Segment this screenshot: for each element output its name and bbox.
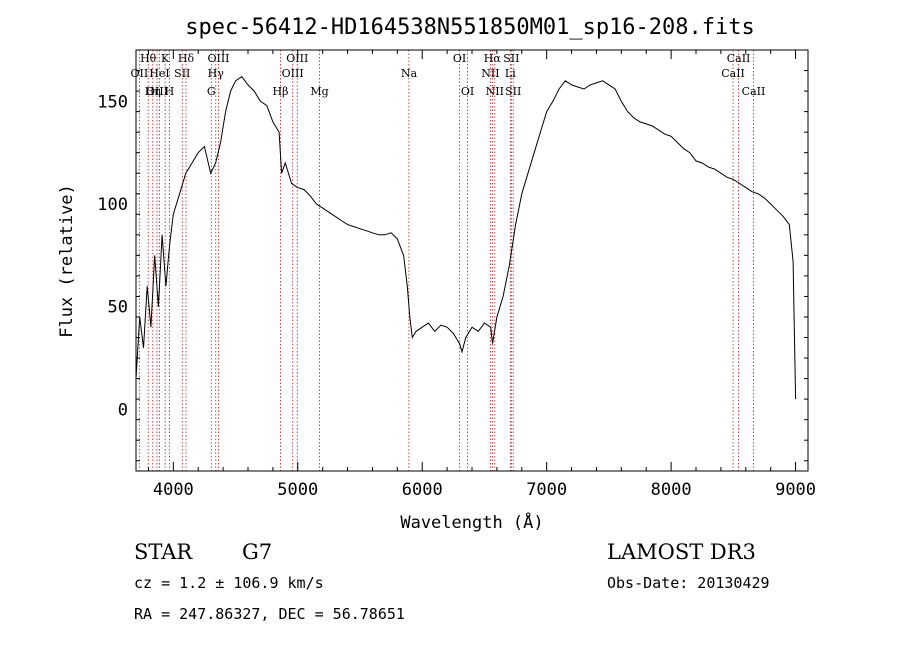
line-marker-label: OI (453, 52, 466, 65)
x-axis-label: Wavelength (Å) (400, 511, 543, 533)
redshift-velocity: cz = 1.2 ± 106.9 km/s (134, 574, 324, 592)
y-tick-label: 50 (108, 298, 128, 318)
x-axis-ticks: 4000 5000 6000 7000 8000 9000 (147, 50, 816, 500)
line-marker-label: Hδ (178, 52, 195, 65)
x-tick-label: 4000 (153, 480, 194, 500)
y-tick-label: 100 (97, 195, 128, 215)
line-marker-label: Hη (145, 85, 161, 98)
x-tick-label: 9000 (775, 480, 816, 500)
coordinates: RA = 247.86327, DEC = 56.78651 (134, 605, 405, 623)
line-marker-label: K (161, 52, 170, 65)
line-marker-label: Hα (484, 52, 502, 65)
spectral-line-markers (138, 50, 754, 471)
line-marker-label: SII (503, 52, 519, 65)
line-marker-label: H (165, 85, 175, 98)
line-marker-label: OIII (207, 52, 229, 65)
y-axis-ticks: 0 50 100 150 (97, 49, 808, 462)
plot-frame (135, 49, 809, 472)
x-tick-label: 6000 (402, 480, 443, 500)
line-marker-label: Hγ (208, 67, 225, 80)
object-subclass: G7 (242, 540, 272, 564)
y-tick-label: 150 (97, 92, 128, 112)
line-marker-label: OIII (146, 85, 168, 98)
line-marker-label: SII (174, 67, 190, 80)
line-marker-label: Na (401, 67, 418, 80)
line-marker-label: Hθ (140, 52, 157, 65)
x-tick-label: 5000 (277, 480, 318, 500)
line-marker-label: NII (486, 85, 504, 98)
observation-date: Obs-Date: 20130429 (607, 574, 770, 592)
line-marker-label: HeI (149, 67, 169, 80)
line-marker-label: NII (481, 67, 499, 80)
chart-title: spec-56412-HD164538N551850M01_sp16-208.f… (185, 15, 755, 40)
y-tick-label: 0 (118, 400, 128, 420)
line-marker-label: OII (131, 67, 149, 80)
line-marker-label: SII (505, 85, 521, 98)
survey-name: LAMOST DR3 (607, 540, 756, 564)
line-marker-label: Li (505, 67, 516, 80)
line-marker-label: OIII (282, 67, 304, 80)
line-marker-label: G (207, 85, 216, 98)
spectrum-line (135, 76, 797, 400)
spectral-line-labels: HθOIIOIIIKHeIHηHδSIIHOIIIHγGOIIIOIIIHβMg… (131, 52, 766, 98)
line-marker-label: Mg (310, 85, 328, 98)
object-class: STAR (134, 540, 193, 564)
line-marker-label: Hβ (273, 85, 289, 98)
line-marker-label: OI (461, 85, 474, 98)
line-marker-label: CaII (742, 85, 766, 98)
x-tick-label: 8000 (651, 480, 692, 500)
x-tick-label: 7000 (526, 480, 567, 500)
line-marker-label: CaII (727, 52, 751, 65)
y-axis-label: Flux (relative) (57, 184, 77, 338)
line-marker-label: CaII (721, 67, 745, 80)
